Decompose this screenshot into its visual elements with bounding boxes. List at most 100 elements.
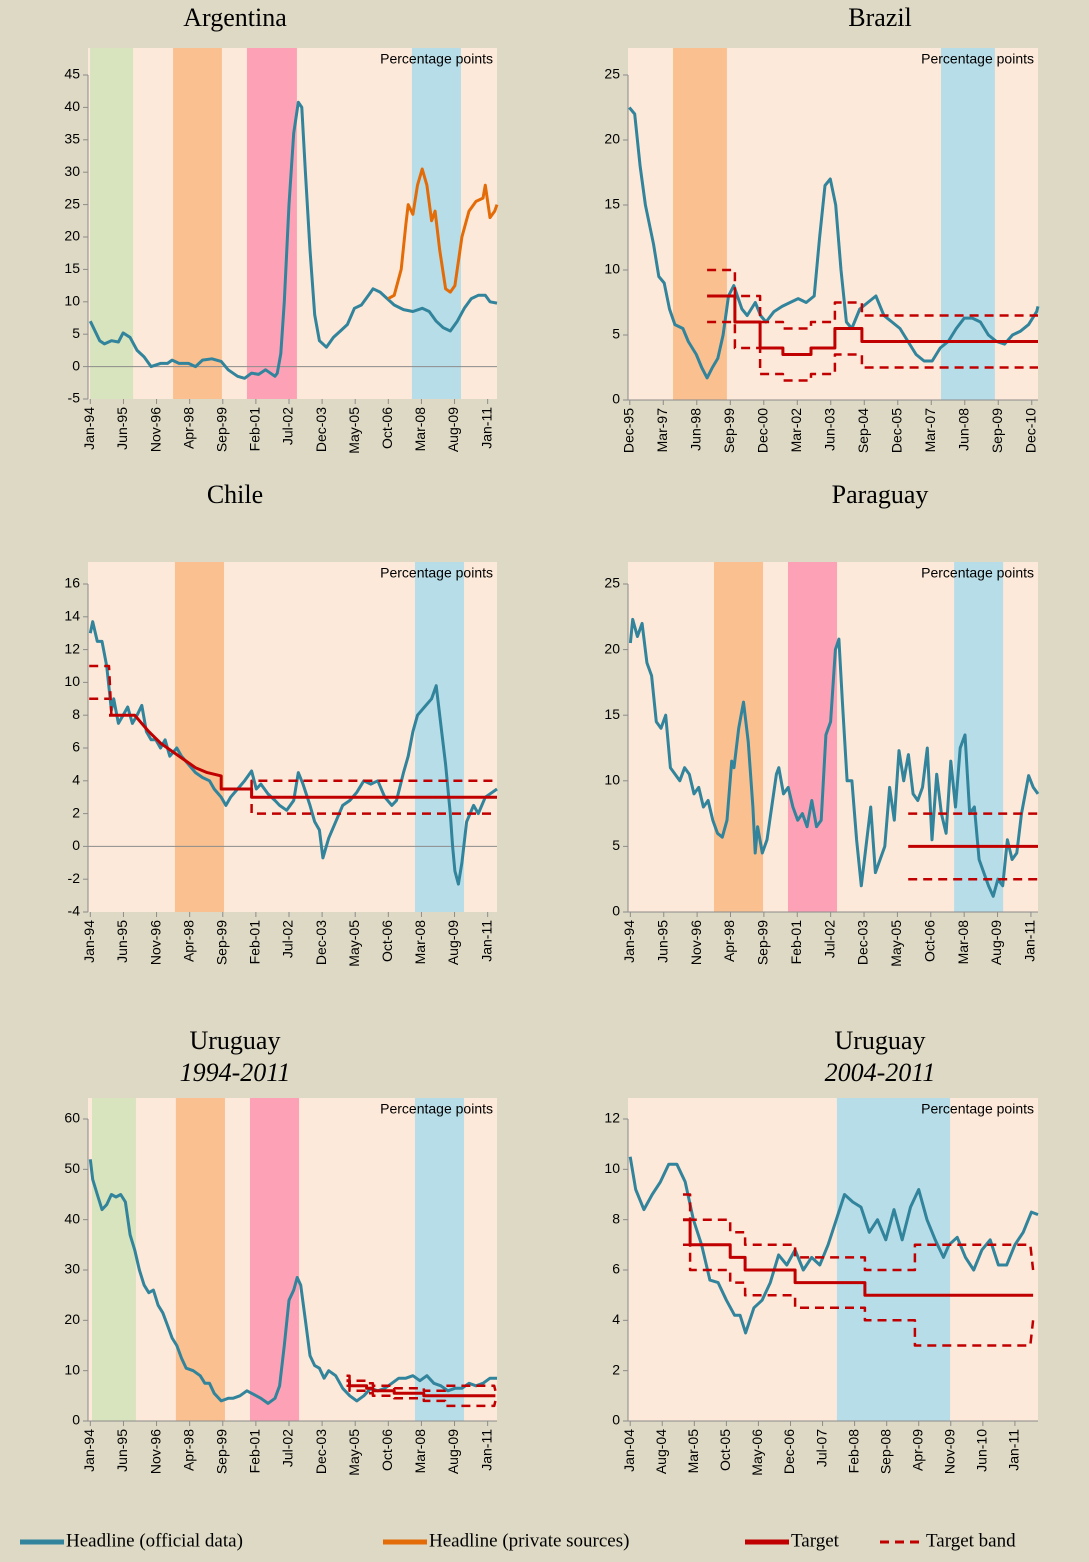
- x-tick-label: Mar-05: [685, 1429, 701, 1474]
- x-tick-label: Jun-95: [114, 920, 130, 963]
- x-tick-label: Aug-09: [445, 920, 461, 965]
- y-tick-label: 40: [64, 98, 80, 114]
- shaded-period: [787, 562, 838, 912]
- y-tick-label: 2: [612, 1361, 620, 1377]
- shaded-period: [175, 1098, 225, 1421]
- x-tick-label: Nov-96: [147, 407, 163, 452]
- x-tick-label: Sep-08: [877, 1429, 893, 1474]
- x-tick-label: Jul-02: [280, 1429, 296, 1467]
- x-tick-label: Jan-11: [478, 920, 494, 962]
- panel: -5 0 5 10 15 20 25 30 35 40 45 Jan-94 Jun-95 Nov-96 Ap…: [64, 3, 499, 454]
- y-tick-label: 4: [72, 772, 80, 788]
- unit-label: Percentage points: [921, 565, 1034, 581]
- y-tick-label: 25: [64, 195, 80, 211]
- y-tick-label: 35: [64, 131, 80, 147]
- y-tick-label: 0: [612, 391, 620, 407]
- x-tick-label: Nov-96: [147, 920, 163, 965]
- x-tick-label: Aug-09: [445, 407, 461, 452]
- x-tick-label: May-05: [888, 920, 904, 967]
- x-tick-label: Sep-99: [213, 407, 229, 452]
- y-tick-label: 50: [64, 1160, 80, 1176]
- x-tick-label: Jun-98: [687, 408, 703, 451]
- y-tick-label: 10: [604, 772, 620, 788]
- y-tick-label: 20: [64, 228, 80, 244]
- x-tick-label: Sep-09: [989, 408, 1005, 453]
- series-line: [628, 1156, 1039, 1335]
- shaded-period: [414, 562, 465, 912]
- x-tick-label: Mar-08: [412, 407, 428, 452]
- y-tick-label: 8: [72, 706, 80, 722]
- x-tick-label: Jul-02: [821, 920, 837, 958]
- panel: -4 -2 0 2 4 6 8 10 12 14 16 Jan-94 Jun-95 Nov-96 Apr-9…: [64, 480, 498, 967]
- x-tick-label: Jan-11: [478, 1429, 494, 1471]
- x-tick-label: Jan-94: [81, 1429, 97, 1472]
- y-tick-label: 20: [604, 131, 620, 147]
- x-tick-label: Apr-98: [180, 407, 196, 449]
- x-tick-label: Jun-10: [974, 1429, 990, 1472]
- chart-subtitle: 2004-2011: [825, 1058, 936, 1087]
- chart-subtitle: 1994-2011: [180, 1058, 291, 1087]
- series-line: [387, 167, 499, 300]
- x-tick-label: Nov-96: [147, 1429, 163, 1474]
- x-tick-label: Oct-06: [379, 920, 395, 962]
- y-tick-label: 0: [72, 837, 80, 853]
- shaded-period: [673, 48, 727, 400]
- y-tick-label: -5: [68, 390, 81, 406]
- x-tick-label: May-05: [346, 1429, 362, 1476]
- series-line: [88, 100, 498, 380]
- x-tick-label: May-06: [749, 1429, 765, 1476]
- panel: 0 5 10 15 20 25 Jan-94 Jun-95 Nov-96 Apr-98 Sep-99…: [604, 480, 1040, 967]
- y-tick-label: 0: [612, 1412, 620, 1428]
- y-tick-label: 12: [64, 640, 80, 656]
- y-tick-label: 0: [612, 903, 620, 919]
- y-tick-label: 6: [72, 739, 80, 755]
- x-tick-label: Jun-95: [114, 407, 130, 450]
- y-tick-label: 10: [64, 673, 80, 689]
- x-tick-label: Jul-07: [813, 1429, 829, 1467]
- x-tick-label: Sep-99: [721, 408, 737, 453]
- series-line: [628, 106, 1040, 380]
- x-tick-label: Apr-98: [180, 1429, 196, 1471]
- chart-title: Uruguay: [835, 1026, 926, 1055]
- series-line: [707, 294, 1038, 356]
- y-tick-label: -2: [68, 870, 81, 886]
- y-tick-label: 8: [612, 1210, 620, 1226]
- chart-title: Uruguay: [190, 1026, 281, 1055]
- x-tick-label: Jun-03: [821, 408, 837, 451]
- panel: 0 10 20 30 40 50 60 Jan-94 Jun-95 Nov-96 Apr-98 Sep…: [64, 1026, 497, 1476]
- legend-label: Headline (private sources): [429, 1530, 629, 1551]
- x-tick-label: Feb-08: [845, 1429, 861, 1474]
- shaded-period: [173, 48, 222, 399]
- x-tick-label: Mar-08: [955, 920, 971, 965]
- x-tick-label: Feb-01: [247, 920, 263, 965]
- x-tick-label: Jul-02: [280, 920, 296, 958]
- x-tick-label: Sep-99: [213, 920, 229, 965]
- legend-label: Target: [791, 1530, 840, 1551]
- x-tick-label: Jan-11: [1006, 1429, 1022, 1471]
- legend-label: Headline (official data): [66, 1530, 243, 1551]
- chart-title: Brazil: [848, 3, 912, 32]
- x-tick-label: Sep-04: [855, 408, 871, 453]
- panel: 0 5 10 15 20 25 Dec-95 Mar-97 Jun-98 Sep-99 Dec-00…: [604, 3, 1040, 453]
- x-tick-label: Jan-11: [478, 407, 494, 449]
- x-tick-label: May-05: [346, 407, 362, 454]
- x-tick-label: Jul-02: [280, 407, 296, 445]
- x-tick-label: Oct-05: [717, 1429, 733, 1471]
- x-tick-label: Jan-04: [621, 1429, 637, 1472]
- chart-title: Argentina: [183, 3, 287, 32]
- unit-label: Percentage points: [921, 51, 1034, 67]
- shaded-period: [91, 1098, 136, 1421]
- unit-label: Percentage points: [921, 1101, 1034, 1117]
- x-tick-label: Oct-06: [379, 407, 395, 449]
- unit-label: Percentage points: [380, 565, 493, 581]
- x-tick-label: Mar-08: [412, 920, 428, 965]
- y-tick-label: 10: [64, 1361, 80, 1377]
- y-tick-label: 12: [604, 1110, 620, 1126]
- y-tick-label: 15: [64, 260, 80, 276]
- x-tick-label: Apr-09: [909, 1429, 925, 1471]
- x-tick-label: Mar-02: [788, 408, 804, 453]
- x-tick-label: Aug-09: [445, 1429, 461, 1474]
- y-tick-label: 5: [612, 326, 620, 342]
- x-tick-label: Feb-01: [788, 920, 804, 965]
